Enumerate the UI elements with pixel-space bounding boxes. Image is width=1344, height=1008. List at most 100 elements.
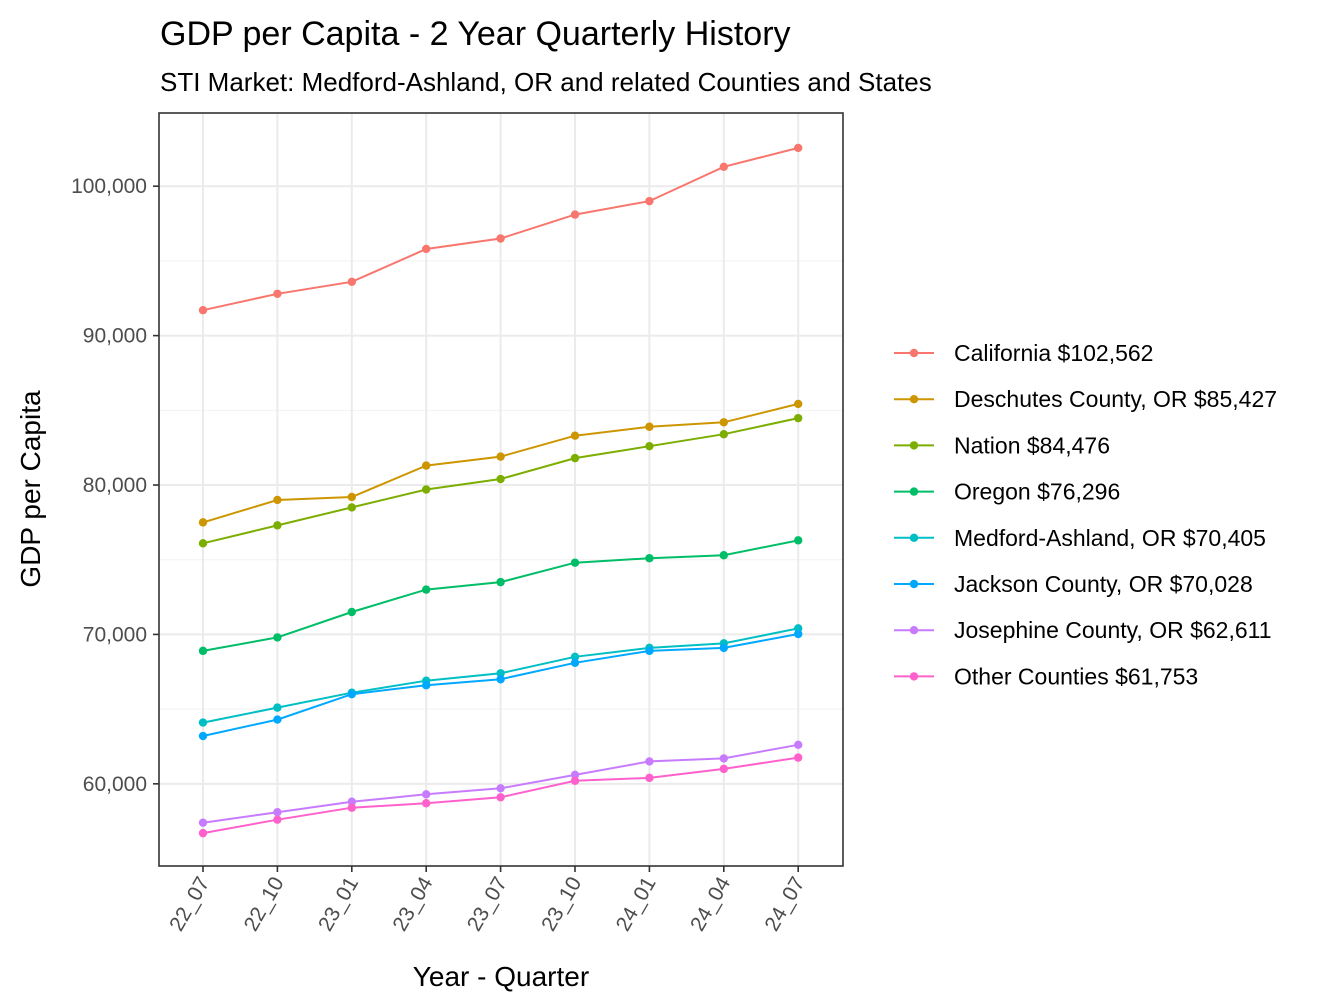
y-tick-label: 70,000 — [83, 623, 147, 646]
series-layer — [198, 143, 803, 838]
legend-item: Nation $84,476 — [894, 432, 1110, 458]
y-axis: 60,000 70,000 80,000 90,000 100,000 — [71, 175, 159, 796]
data-point — [719, 418, 728, 427]
data-point — [570, 558, 580, 567]
data-point — [273, 815, 282, 824]
legend-item: Deschutes County, OR $85,427 — [894, 386, 1277, 412]
data-point — [422, 799, 431, 808]
data-point — [273, 808, 282, 817]
chart-title: GDP per Capita - 2 Year Quarterly Histor… — [160, 15, 791, 53]
data-point — [719, 430, 728, 439]
data-point — [273, 495, 282, 505]
data-point — [496, 452, 505, 461]
data-point — [794, 629, 803, 639]
legend-label: Jackson County, OR $70,028 — [954, 571, 1253, 597]
series — [198, 629, 803, 741]
x-tick-label: 24_07 — [760, 873, 809, 935]
data-point — [273, 633, 282, 642]
legend-key-point — [909, 487, 919, 496]
data-point — [794, 536, 803, 545]
data-point — [273, 521, 282, 530]
x-tick-label: 24_04 — [686, 873, 735, 935]
legend-label: Other Counties $61,753 — [954, 663, 1198, 689]
data-point — [645, 646, 654, 656]
data-point — [422, 244, 431, 254]
data-point — [496, 793, 505, 802]
data-point — [570, 453, 580, 463]
x-tick-label: 23_07 — [463, 873, 512, 935]
series — [198, 399, 803, 527]
data-point — [645, 757, 654, 766]
data-point — [794, 399, 803, 409]
data-point — [719, 754, 728, 763]
x-tick-label: 24_01 — [612, 873, 661, 935]
chart-subtitle: STI Market: Medford-Ashland, OR and rela… — [160, 67, 932, 97]
data-point — [794, 740, 803, 750]
x-tick-label: 23_01 — [314, 873, 363, 935]
data-point — [347, 607, 356, 617]
y-tick-label: 90,000 — [83, 325, 147, 348]
data-point — [496, 474, 505, 484]
legend-label: Josephine County, OR $62,611 — [954, 617, 1272, 643]
legend-key-point — [909, 579, 919, 589]
data-point — [719, 764, 728, 774]
data-point — [347, 277, 356, 287]
data-point — [198, 731, 208, 741]
legend-item: Josephine County, OR $62,611 — [894, 617, 1272, 643]
data-point — [422, 790, 431, 799]
legend-label: Medford-Ashland, OR $70,405 — [954, 525, 1266, 551]
y-tick-label: 80,000 — [83, 474, 147, 497]
data-point — [794, 143, 803, 153]
major-gridlines — [159, 113, 843, 866]
y-tick-label: 60,000 — [83, 773, 147, 796]
x-axis: 22_07 22_10 23_01 23_04 23_07 23_10 24_01 24_04… — [165, 866, 810, 935]
data-point — [570, 770, 580, 780]
data-point — [347, 689, 356, 699]
data-point — [198, 646, 208, 656]
data-point — [198, 718, 208, 727]
x-axis-title: Year - Quarter — [413, 961, 589, 992]
data-point — [645, 196, 654, 206]
data-point — [570, 776, 580, 786]
data-point — [570, 210, 580, 219]
data-point — [645, 422, 654, 431]
data-point — [347, 797, 356, 806]
data-point — [273, 289, 282, 298]
legend-key-point — [909, 533, 919, 542]
legend-item: Jackson County, OR $70,028 — [894, 571, 1253, 597]
data-point — [347, 803, 356, 812]
legend-key-point — [909, 441, 919, 450]
legend-label: California $102,562 — [954, 340, 1153, 366]
data-point — [719, 643, 728, 653]
legend-key-point — [909, 626, 919, 635]
x-tick-label: 23_04 — [388, 873, 437, 935]
data-point — [719, 162, 728, 171]
x-tick-label: 22_10 — [240, 873, 289, 935]
data-point — [794, 753, 803, 762]
data-point — [198, 518, 208, 527]
legend-key-point — [909, 395, 919, 404]
legend-label: Deschutes County, OR $85,427 — [954, 386, 1277, 412]
legend-label: Nation $84,476 — [954, 432, 1110, 458]
series — [198, 413, 803, 548]
legend-item: California $102,562 — [894, 340, 1153, 366]
data-point — [570, 652, 580, 662]
data-point — [198, 818, 208, 827]
legend-item: Medford-Ashland, OR $70,405 — [894, 525, 1266, 551]
legend: California $102,562 Deschutes County, OR … — [894, 340, 1277, 689]
y-axis-title: GDP per Capita — [15, 390, 46, 588]
data-point — [645, 441, 654, 451]
series — [198, 753, 803, 838]
data-point — [496, 577, 505, 587]
series — [198, 740, 803, 827]
data-point — [570, 431, 580, 440]
legend-label: Oregon $76,296 — [954, 479, 1120, 505]
y-tick-label: 100,000 — [71, 175, 147, 198]
data-point — [496, 234, 505, 243]
data-point — [570, 658, 580, 668]
data-point — [347, 492, 356, 502]
data-point — [645, 773, 654, 783]
series — [198, 143, 803, 315]
x-tick-label: 23_10 — [537, 873, 586, 935]
